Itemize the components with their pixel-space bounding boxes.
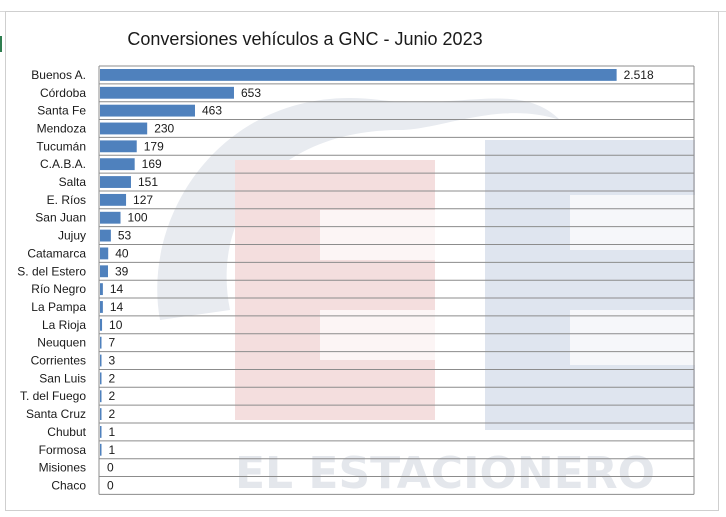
corner-accent [0,36,2,52]
category-label: Tucumán [36,139,86,153]
data-label: 653 [241,86,261,100]
category-label: E. Ríos [47,193,86,207]
category-label: San Juan [35,211,86,225]
bar [100,265,109,278]
category-label: Catamarca [27,246,86,260]
category-label: Chubut [47,425,86,439]
category-label: Chaco [51,478,86,492]
bar [100,408,102,420]
data-label: 127 [133,193,153,207]
bar [100,229,111,242]
category-label: S. del Estero [17,264,86,278]
data-label: 2 [109,371,116,385]
data-label: 1 [109,443,116,457]
bar [100,158,135,171]
data-label: 0 [107,461,114,475]
bar [100,104,195,117]
bar [100,69,617,81]
data-label: 53 [118,229,132,243]
bar [100,390,102,403]
data-label: 7 [109,336,116,350]
data-label: 2.518 [624,68,654,82]
bar [100,443,102,456]
data-label: 3 [109,354,116,368]
data-label: 151 [138,175,158,189]
bar [100,176,131,188]
data-label: 100 [128,211,148,225]
labels: Buenos A. 2.518 Córdoba 653 Santa Fe 463 Mendo… [17,68,654,493]
category-label: Salta [59,175,87,189]
bar [100,318,103,331]
bar [100,86,234,99]
bar [100,211,121,224]
data-label: 14 [110,282,124,296]
category-label: Mendoza [37,121,87,135]
data-label: 0 [107,478,114,492]
category-label: Buenos A. [31,68,86,82]
data-label: 14 [110,300,124,314]
axes [98,66,695,495]
bar [100,193,127,206]
bar [100,354,102,367]
bar [100,301,103,313]
bar [100,283,103,296]
category-label: Neuquen [37,336,86,350]
category-label: Jujuy [58,229,86,243]
category-label: Santa Cruz [26,407,86,421]
category-label: T. del Fuego [20,389,86,403]
data-label: 40 [115,246,129,260]
category-label: La Rioja [42,318,86,332]
category-label: San Luis [39,371,86,385]
category-label: Misiones [39,461,86,475]
chart-title: Conversiones vehículos a GNC - Junio 202… [127,29,483,49]
grid-lines [99,65,694,495]
bars [100,69,617,456]
data-label: 463 [202,104,222,118]
data-label: 169 [142,157,162,171]
data-label: 179 [144,139,164,153]
category-label: Santa Fe [37,104,86,118]
data-label: 1 [109,425,116,439]
category-label: C.A.B.A. [40,157,86,171]
category-label: Río Negro [31,282,86,296]
bar [100,336,102,349]
bar [100,122,148,135]
category-label: La Pampa [31,300,86,314]
category-label: Formosa [39,443,87,457]
bar [100,140,137,153]
bar [100,426,102,438]
bar [100,247,109,260]
data-label: 230 [154,121,174,135]
data-label: 2 [109,389,116,403]
category-label: Córdoba [40,86,86,100]
category-label: Corrientes [31,354,86,368]
data-label: 2 [109,407,116,421]
bar [100,372,102,385]
data-label: 10 [109,318,123,332]
data-label: 39 [115,264,129,278]
